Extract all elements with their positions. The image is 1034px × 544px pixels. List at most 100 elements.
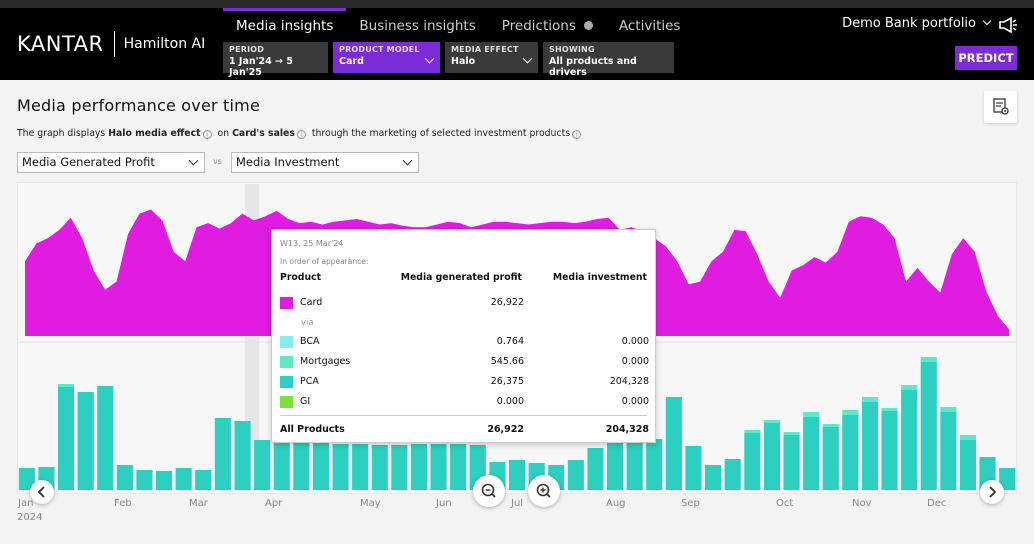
tooltip-total-row: All Products 26,922 204,328: [272, 423, 657, 437]
info-icon[interactable]: i: [202, 130, 212, 139]
predict-button[interactable]: PREDICT: [955, 46, 1017, 70]
investment-bar[interactable]: [763, 423, 780, 490]
investment-bar[interactable]: [234, 421, 251, 490]
investment-bar-top: [822, 424, 839, 427]
x-tick-label: May: [360, 498, 381, 509]
investment-bar-top: [901, 385, 918, 390]
investment-bar[interactable]: [705, 465, 722, 490]
investment-bar[interactable]: [77, 392, 94, 490]
investment-bar[interactable]: [254, 440, 271, 490]
investment-bar[interactable]: [626, 437, 643, 490]
investment-bar[interactable]: [822, 427, 839, 490]
investment-bar-top: [842, 410, 859, 415]
row-product: BCA: [300, 336, 320, 347]
investment-bar[interactable]: [293, 441, 310, 490]
desc-text: on: [217, 128, 230, 139]
investment-bar[interactable]: [744, 433, 761, 490]
x-tick-label: Jun: [436, 498, 452, 509]
investment-bar[interactable]: [430, 444, 447, 490]
investment-bar[interactable]: [959, 440, 976, 490]
investment-bar[interactable]: [901, 390, 918, 490]
filter-bar: PERIOD 1 Jan'24 → 5 Jan'25 PRODUCT MODEL…: [223, 42, 674, 78]
investment-bar[interactable]: [18, 468, 35, 490]
investment-bar[interactable]: [371, 445, 388, 490]
investment-bar[interactable]: [312, 443, 329, 490]
investment-bar[interactable]: [97, 386, 114, 490]
investment-bar[interactable]: [195, 470, 212, 490]
media-effect-dropdown[interactable]: MEDIA EFFECT Halo: [445, 42, 538, 73]
investment-bar[interactable]: [607, 435, 624, 490]
tab-media-insights[interactable]: Media insights: [223, 8, 347, 41]
investment-bar[interactable]: [881, 411, 898, 490]
legend-swatch: [280, 396, 293, 408]
desc-sales: Card's sales: [232, 128, 295, 139]
investment-bar[interactable]: [920, 362, 937, 490]
row-profit: 26,922: [490, 297, 524, 308]
x-tick-label: Jan: [18, 498, 34, 509]
investment-bar[interactable]: [116, 465, 133, 490]
investment-bar[interactable]: [646, 439, 663, 490]
investment-bar[interactable]: [567, 460, 584, 490]
metric-right-select[interactable]: Media Investment: [231, 152, 419, 173]
scroll-left-button[interactable]: [30, 480, 54, 504]
info-icon[interactable]: i: [296, 130, 306, 139]
zoom-in-button[interactable]: [528, 475, 560, 507]
main-tabs: Media insights Business insights Predict…: [223, 8, 694, 41]
investment-bar[interactable]: [509, 460, 526, 490]
investment-bar[interactable]: [352, 444, 369, 490]
investment-bar[interactable]: [273, 442, 290, 490]
tab-predictions[interactable]: Predictions: [489, 10, 606, 41]
investment-bar[interactable]: [450, 444, 467, 490]
tab-label: Media insights: [236, 18, 334, 34]
tooltip-row: BCA 0.764 0.000: [272, 335, 657, 349]
investment-bar[interactable]: [587, 448, 604, 490]
chart-tooltip: W13, 25 Mar'24 In order of appearance: P…: [271, 229, 656, 443]
investment-bar[interactable]: [58, 387, 75, 490]
investment-bar[interactable]: [175, 468, 192, 490]
top-navigation-bar: KANTAR Hamilton AI Media insights Busine…: [0, 0, 1034, 80]
investment-bar[interactable]: [156, 471, 173, 490]
investment-bar[interactable]: [685, 446, 702, 490]
investment-bar[interactable]: [665, 397, 682, 490]
investment-bar[interactable]: [391, 445, 408, 490]
tooltip-row: Card 26,922: [272, 296, 657, 310]
investment-bar[interactable]: [803, 417, 820, 490]
tooltip-row: PCA 26,375 204,328: [272, 375, 657, 389]
logo[interactable]: KANTAR Hamilton AI: [17, 31, 205, 57]
investment-bar-top: [58, 384, 75, 387]
investment-bar[interactable]: [410, 444, 427, 490]
investment-bar[interactable]: [861, 402, 878, 490]
showing-filter[interactable]: SHOWING All products and drivers: [543, 42, 674, 78]
investment-bar[interactable]: [332, 444, 349, 490]
investment-bar-top: [920, 357, 937, 362]
year-label: 2024: [17, 512, 43, 523]
investment-bar-top: [763, 420, 780, 423]
investment-bar-top: [959, 435, 976, 440]
chevron-down-icon: [982, 16, 992, 26]
zoom-out-button[interactable]: [473, 475, 505, 507]
vs-label: vs: [213, 157, 222, 166]
tab-business-insights[interactable]: Business insights: [346, 10, 488, 41]
period-filter[interactable]: PERIOD 1 Jan'24 → 5 Jan'25: [223, 42, 328, 78]
investment-bar[interactable]: [724, 459, 741, 490]
investment-bar[interactable]: [999, 468, 1016, 490]
chart-settings-button[interactable]: [984, 91, 1017, 123]
metric-left-select[interactable]: Media Generated Profit: [17, 152, 205, 173]
info-icon[interactable]: i: [572, 130, 582, 139]
investment-bar[interactable]: [136, 470, 153, 490]
chevron-left-icon: [37, 486, 45, 498]
tooltip-order-note: In order of appearance:: [280, 257, 369, 266]
investment-bar[interactable]: [940, 412, 957, 490]
scroll-right-button[interactable]: [980, 480, 1004, 504]
investment-bar[interactable]: [783, 435, 800, 490]
desc-text: The graph displays: [17, 128, 106, 139]
investment-bar[interactable]: [842, 415, 859, 490]
tab-activities[interactable]: Activities: [606, 10, 694, 41]
portfolio-selector[interactable]: Demo Bank portfolio: [842, 16, 992, 31]
investment-bar[interactable]: [214, 418, 231, 490]
product-model-dropdown[interactable]: PRODUCT MODEL Card: [333, 42, 440, 73]
row-product: PCA: [300, 376, 319, 387]
tooltip-row: GI 0.000 0.000: [272, 395, 657, 409]
megaphone-icon[interactable]: [998, 17, 1018, 33]
tooltip-col-profit: Media generated profit: [400, 272, 522, 283]
